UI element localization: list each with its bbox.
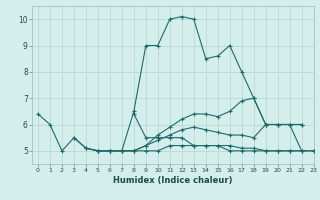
X-axis label: Humidex (Indice chaleur): Humidex (Indice chaleur) [113,176,233,185]
